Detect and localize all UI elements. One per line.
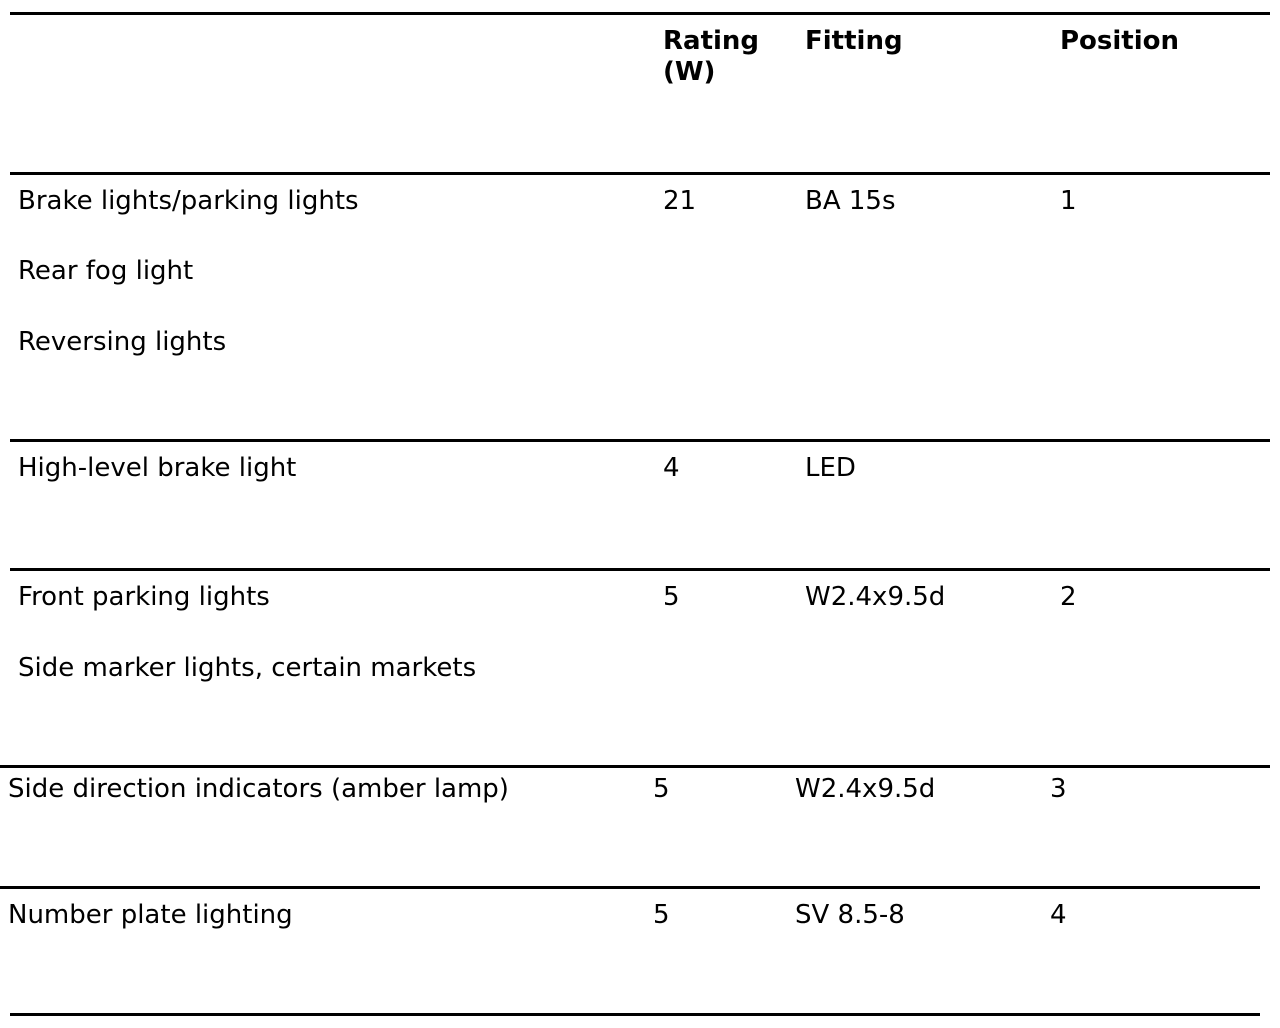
row-rating: 4: [663, 453, 680, 483]
row-rating: 21: [663, 186, 697, 216]
row-description: Number plate lighting: [8, 900, 293, 930]
row-description: Rear fog light: [18, 256, 194, 286]
row-position: 4: [1050, 900, 1067, 930]
row-description: Brake lights/parking lights: [18, 186, 359, 216]
row-rating: 5: [663, 582, 680, 612]
row-fitting: SV 8.5-8: [795, 900, 905, 930]
row-divider: [0, 765, 1270, 768]
row-fitting: LED: [805, 453, 856, 483]
table-top-rule: [10, 12, 1270, 15]
header-fitting: Fitting: [805, 26, 903, 56]
row-description: Reversing lights: [18, 327, 227, 357]
row-fitting: BA 15s: [805, 186, 896, 216]
row-rating: 5: [653, 774, 670, 804]
row-fitting: W2.4x9.5d: [805, 582, 946, 612]
table-bottom-rule: [10, 1013, 1260, 1016]
row-divider: [10, 439, 1270, 442]
row-divider: [0, 886, 1260, 889]
row-position: 3: [1050, 774, 1067, 804]
row-description: High-level brake light: [18, 453, 297, 483]
row-position: 2: [1060, 582, 1077, 612]
header-bottom-rule: [10, 172, 1270, 175]
row-description: Side marker lights, certain markets: [18, 653, 477, 683]
row-position: 1: [1060, 186, 1077, 216]
row-divider: [10, 568, 1270, 571]
row-fitting: W2.4x9.5d: [795, 774, 936, 804]
row-description: Side direction indicators (amber lamp): [8, 774, 509, 804]
header-position: Position: [1060, 26, 1180, 56]
row-rating: 5: [653, 900, 670, 930]
row-description: Front parking lights: [18, 582, 270, 612]
header-rating: Rating (W): [663, 26, 760, 87]
